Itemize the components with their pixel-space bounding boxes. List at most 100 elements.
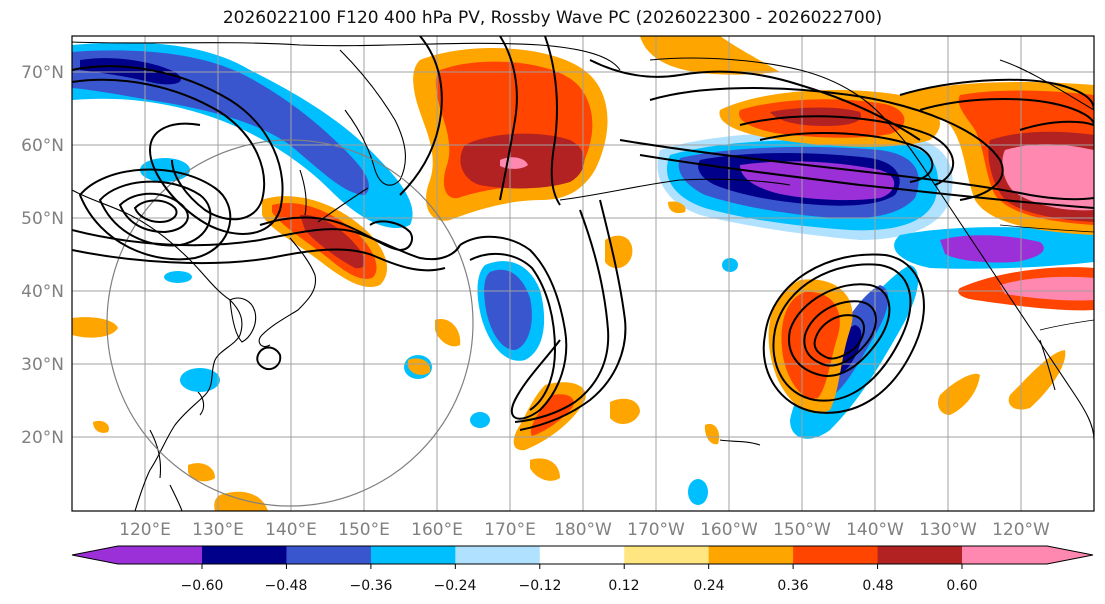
neg-anomaly-nw-band-core: [72, 50, 369, 195]
lat-label-20n: 20°N: [21, 428, 64, 448]
coast-sakhalin: [299, 169, 307, 216]
pos-anomaly-trail-1-core: [530, 394, 574, 436]
contour-low-1: [118, 192, 189, 234]
contour-low-2: [133, 199, 178, 224]
pos-anomaly-trail-6: [435, 319, 461, 347]
lon-label-120w: 120°W: [992, 520, 1050, 540]
lat-label-40n: 40°N: [21, 282, 64, 302]
coast-korea: [229, 297, 257, 343]
coast-hawaii: [719, 439, 761, 446]
contour-ridge-1: [459, 235, 568, 420]
pv-contours: [72, 36, 1094, 431]
colorbar-label-neg048: −0.48: [265, 578, 308, 594]
colorbar-swatch-4: [455, 546, 541, 564]
lat-label-30n: 30°N: [21, 355, 64, 375]
contour-canada-3: [1019, 120, 1094, 131]
pos-anomaly-swus-core: [1000, 276, 1094, 301]
contour-north-4: [589, 59, 921, 141]
map-panel: [71, 35, 1095, 512]
pv-anomaly-fills: [72, 36, 1094, 511]
contour-gyre-1: [649, 87, 1004, 201]
neg-anomaly-small-5: [164, 271, 192, 283]
pos-anomaly-trail-2: [938, 373, 980, 415]
colorbar-swatch-6: [624, 546, 710, 564]
colorbar-swatch-3: [370, 546, 456, 564]
coast-japan: [258, 237, 317, 348]
map-frame: [71, 35, 1095, 512]
lon-label-180w: 180°W: [554, 520, 612, 540]
colorbar-extend-min: [72, 546, 118, 564]
lon-label-170w: 170°W: [627, 520, 685, 540]
neg-anomaly-small-2: [470, 412, 490, 428]
contour-ridge-4: [514, 209, 610, 423]
colorbar-swatch-5: [539, 546, 625, 564]
contour-ridge-2: [469, 252, 557, 411]
pos-anomaly-trail-4: [605, 235, 633, 269]
lon-label-120e: 120°E: [119, 520, 171, 540]
contour-gyre-2: [739, 115, 955, 186]
coast-siberia-north: [72, 41, 621, 71]
colorbar-label-neg012: −0.12: [519, 578, 562, 594]
neg-anomaly-dateline-core: [484, 269, 532, 350]
contour-north-3: [544, 36, 561, 206]
colorbar-tick-labels: −0.60 −0.48 −0.36 −0.24 −0.12 0.12 0.24 …: [181, 578, 978, 594]
contour-cutoff-1: [788, 283, 891, 377]
colorbar-label-pos036: 0.36: [777, 578, 808, 594]
neg-anomaly-small-3: [688, 479, 708, 505]
lat-label-60n: 60°N: [21, 136, 64, 156]
colorbar-label-neg024: −0.24: [434, 578, 477, 594]
contour-canada-1: [899, 78, 1094, 111]
contour-cutoff-4: [772, 263, 912, 402]
neg-anomaly-westcoast-core: [940, 235, 1044, 263]
colorbar-ticks: [201, 564, 963, 569]
colorbar-swatch-1: [202, 546, 287, 564]
colorbar-swatch-7: [708, 546, 794, 564]
pos-anomaly-trail-12: [214, 491, 268, 511]
border-us-mexico: [1039, 319, 1094, 331]
border-us-canada: [999, 224, 1094, 233]
longitude-labels: 120°E 130°E 140°E 150°E 160°E 170°E 180°…: [119, 520, 1050, 540]
contour-gyre-3: [759, 132, 934, 183]
colorbar: −0.60 −0.48 −0.36 −0.24 −0.12 0.12 0.24 …: [71, 545, 1094, 594]
contour-cutoff-3: [813, 314, 865, 360]
neg-anomaly-small-4: [722, 258, 738, 272]
pos-anomaly-trail-5: [610, 398, 640, 424]
lon-label-130w: 130°W: [919, 520, 977, 540]
contour-gyre-5: [639, 154, 1094, 209]
colorbar-swatch-9: [877, 546, 963, 564]
projection-circle: [106, 139, 474, 507]
lon-label-160w: 160°W: [700, 520, 758, 540]
map-title: 2026022100 F120 400 hPa PV, Rossby Wave …: [222, 8, 883, 28]
lon-label-160e: 160°E: [411, 520, 463, 540]
contour-small-loop: [256, 346, 282, 371]
contour-gyre-4: [619, 139, 1094, 201]
contour-cutoff-5: [762, 253, 925, 414]
lon-label-140e: 140°E: [265, 520, 317, 540]
colorbar-swatches: [71, 545, 1094, 565]
colorbar-label-neg060: −0.60: [181, 578, 224, 594]
colorbar-swatch-8: [793, 546, 879, 564]
lon-label-150w: 150°W: [773, 520, 831, 540]
neg-anomaly-small-7: [180, 368, 220, 392]
pos-anomaly-trail-9: [704, 423, 720, 445]
pos-anomaly-trail-13: [668, 201, 686, 214]
contour-north-1: [399, 36, 443, 196]
lon-label-130e: 130°E: [192, 520, 244, 540]
lon-label-140w: 140°W: [846, 520, 904, 540]
contour-trough-1: [72, 228, 461, 261]
pos-anomaly-japan-dark: [300, 214, 365, 269]
coast-aleutians: [559, 178, 791, 201]
lat-label-70n: 70°N: [21, 63, 64, 83]
contour-north-2: [499, 36, 518, 201]
contour-low-3: [98, 180, 212, 247]
graticule: [72, 36, 1094, 511]
pos-anomaly-trail-11: [188, 463, 215, 482]
coast-baja: [1039, 339, 1056, 391]
colorbar-label-pos012: 0.12: [608, 578, 639, 594]
colorbar-label-neg036: −0.36: [350, 578, 393, 594]
pos-anomaly-trail-14: [93, 420, 109, 433]
contour-ridge-3: [519, 199, 627, 431]
contour-trough-2: [259, 216, 413, 252]
contour-canada-2: [919, 97, 1094, 126]
pos-anomaly-arctic: [640, 36, 780, 75]
